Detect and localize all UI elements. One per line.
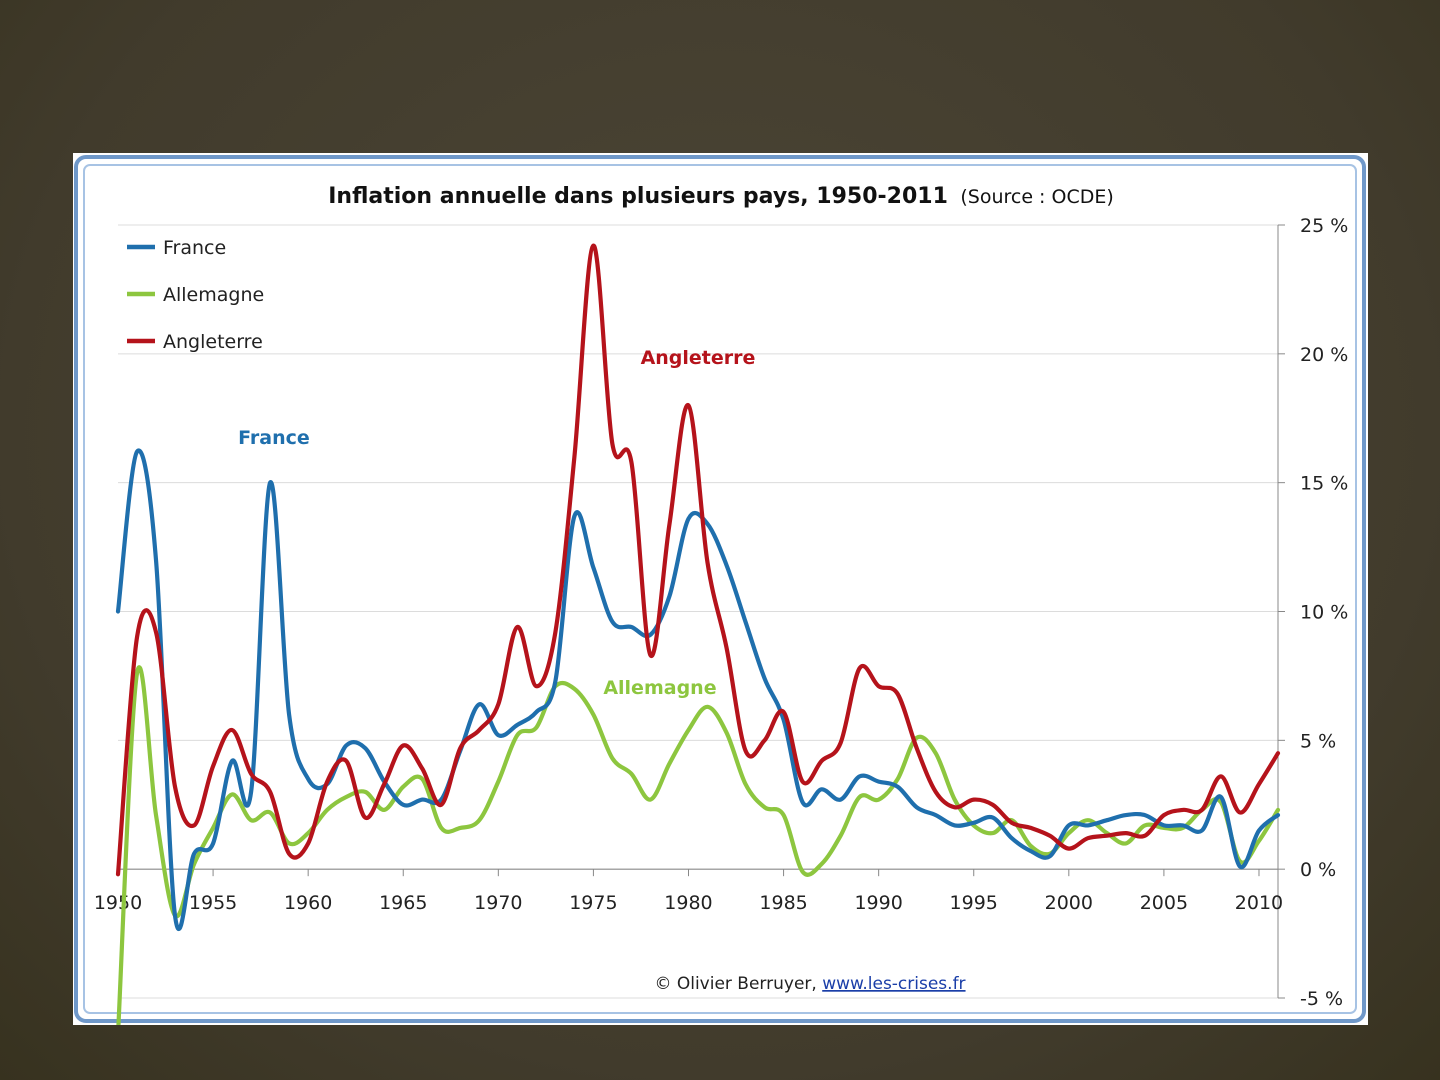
x-tick-label: 1960 (284, 892, 332, 914)
legend-label-allemagne: Allemagne (163, 284, 264, 306)
footer-author: © Olivier Berruyer, (654, 974, 822, 994)
gridlines (118, 224, 1278, 999)
x-tick-label: 2010 (1235, 892, 1283, 914)
x-tick-label: 1970 (474, 892, 522, 914)
y-tick-label: 5 % (1300, 730, 1336, 752)
y-tick-label: 20 % (1300, 344, 1348, 366)
annotation-allemagne: Allemagne (603, 677, 716, 699)
footer-credit: © Olivier Berruyer, www.les-crises.fr (654, 974, 965, 994)
y-tick-label: 0 % (1300, 859, 1336, 881)
legend: France Allemagne Angleterre (127, 237, 264, 353)
chart-frame: Inflation annuelle dans plusieurs pays, … (73, 153, 1368, 1025)
x-tick-label: 2000 (1045, 892, 1093, 914)
chart-subtitle: (Source : OCDE) (960, 186, 1113, 208)
x-tick-label: 2005 (1140, 892, 1188, 914)
y-tick-label: -5 % (1300, 988, 1343, 1010)
x-tick-label: 1965 (379, 892, 427, 914)
legend-label-angleterre: Angleterre (163, 331, 263, 353)
y-tick-label: 25 % (1300, 215, 1348, 237)
frame-border-outer (74, 155, 1366, 1023)
annotations: France Angleterre Allemagne (238, 347, 755, 699)
x-tick-label: 1990 (854, 892, 902, 914)
annotation-angleterre: Angleterre (641, 347, 756, 369)
inflation-chart: Inflation annuelle dans plusieurs pays, … (74, 155, 1366, 1025)
x-tick-label: 1955 (189, 892, 237, 914)
axes: 25 % 20 % 15 % 10 % 5 % 0 % -5 % 1950 1955 1960 19… (94, 215, 1348, 1010)
y-tick-label: 15 % (1300, 473, 1348, 495)
series-line-angleterre (115, 243, 1281, 877)
series-lines (115, 243, 1281, 1025)
frame-border-inner (83, 164, 1357, 1014)
x-tick-label: 1975 (569, 892, 617, 914)
legend-label-france: France (163, 237, 226, 259)
x-tick-label: 1980 (664, 892, 712, 914)
x-tick-label: 1985 (759, 892, 807, 914)
footer-link[interactable]: www.les-crises.fr (822, 974, 965, 994)
chart-title: Inflation annuelle dans plusieurs pays, … (328, 184, 948, 209)
y-tick-label: 10 % (1300, 602, 1348, 624)
chart-title-group: Inflation annuelle dans plusieurs pays, … (328, 184, 1114, 209)
x-tick-label: 1950 (94, 892, 142, 914)
annotation-france: France (238, 427, 310, 449)
x-tick-label: 1995 (950, 892, 998, 914)
